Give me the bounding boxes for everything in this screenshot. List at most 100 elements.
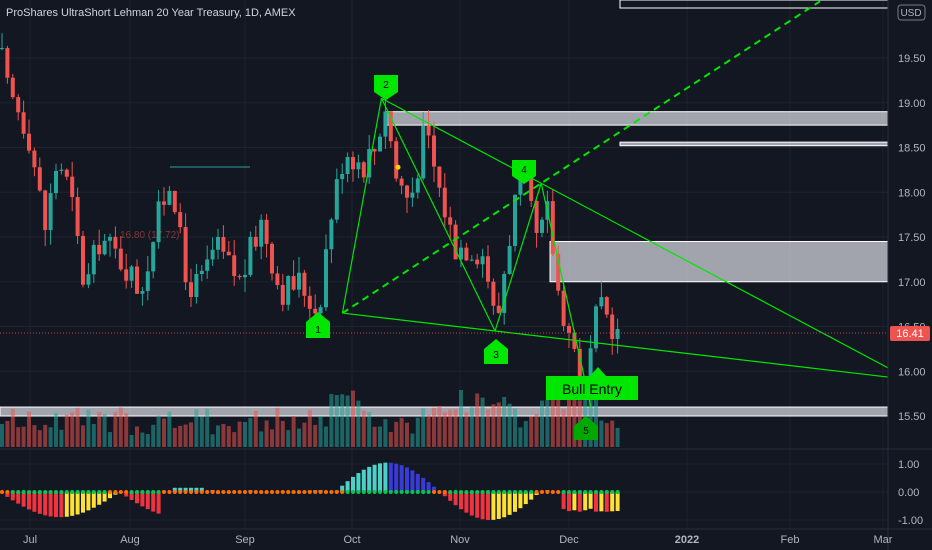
candle <box>415 174 420 199</box>
volume-bar <box>507 403 512 447</box>
osc-bar <box>151 492 156 512</box>
candle <box>113 226 118 259</box>
osc-dot <box>297 490 301 494</box>
candle <box>102 234 107 256</box>
osc-dot <box>351 490 355 494</box>
candle <box>297 256 301 298</box>
volume-bar <box>5 420 10 447</box>
osc-bar <box>507 492 512 515</box>
x-tick-label: Dec <box>559 534 579 546</box>
x-tick-label: 2022 <box>675 534 699 546</box>
osc-dot <box>432 490 436 494</box>
candle <box>556 245 561 296</box>
osc-dot <box>226 490 231 494</box>
osc-bar <box>70 492 75 516</box>
volume-bar <box>383 419 388 447</box>
candle <box>513 194 517 252</box>
candle <box>248 231 253 278</box>
osc-bar <box>361 469 366 492</box>
wave-pattern <box>341 0 889 408</box>
osc-dot <box>243 490 247 494</box>
volume-bar <box>394 421 399 447</box>
osc-dot <box>221 490 226 494</box>
osc-bar <box>561 492 566 510</box>
time-axis[interactable]: Jul Aug Sep Oct Nov Dec 2022 Feb Mar <box>23 534 893 546</box>
osc-bar <box>453 492 458 506</box>
osc-bar <box>399 465 404 492</box>
osc-bar <box>340 485 345 492</box>
candle <box>264 213 269 258</box>
candle <box>361 160 366 183</box>
wave-leg <box>540 183 592 408</box>
y-tick-label: 17.00 <box>898 277 926 289</box>
volume-bar <box>583 383 588 447</box>
osc-dot <box>167 490 172 494</box>
osc-dot <box>496 490 501 494</box>
osc-dot <box>205 490 210 494</box>
candle <box>253 225 258 251</box>
candle <box>70 161 75 212</box>
osc-dot <box>151 490 156 494</box>
volume-bar <box>550 389 555 447</box>
y-tick-label: 16.00 <box>898 366 926 378</box>
osc-bar <box>426 482 431 492</box>
osc-bar <box>594 492 598 512</box>
volume-bar <box>167 411 172 447</box>
osc-dot <box>86 490 91 494</box>
candle <box>334 168 339 224</box>
osc-dot <box>615 490 620 494</box>
volume-bar <box>32 425 37 447</box>
volume-bar <box>162 418 166 447</box>
osc-dot <box>459 490 463 494</box>
osc-bar <box>356 473 361 492</box>
volume-bar <box>388 432 393 447</box>
x-tick-label: Mar <box>874 534 893 546</box>
osc-dot <box>475 490 480 494</box>
x-tick-label: Jul <box>23 534 37 546</box>
osc-dot <box>329 490 334 494</box>
wave-leg <box>341 98 383 314</box>
candle <box>318 304 323 315</box>
osc-dot <box>302 490 307 494</box>
candle <box>340 163 345 194</box>
price-axis[interactable]: 19.5019.0018.5018.0017.5017.0016.5016.00… <box>898 53 926 423</box>
osc-bar <box>588 492 593 509</box>
candle <box>81 230 85 288</box>
osc-dot <box>280 490 285 494</box>
osc-dot <box>550 490 555 494</box>
currency-badge[interactable] <box>897 4 926 21</box>
osc-tick-label: 1.00 <box>898 459 919 471</box>
osc-bar <box>91 492 96 508</box>
candle <box>162 187 166 216</box>
osc-dot <box>10 490 15 494</box>
osc-dot <box>410 490 415 494</box>
candle <box>135 259 139 295</box>
candle <box>329 217 334 264</box>
candle <box>448 206 453 241</box>
osc-dot <box>394 490 399 494</box>
candle <box>118 236 123 272</box>
volume-bar <box>10 408 15 447</box>
osc-dot <box>415 490 420 494</box>
candle <box>550 189 555 256</box>
volume-bar <box>16 427 21 447</box>
candle <box>599 281 604 310</box>
volume-bar <box>297 428 301 447</box>
x-tick-label: Feb <box>781 534 800 546</box>
candle <box>27 119 31 154</box>
osc-dot <box>324 490 328 494</box>
osc-bar <box>135 492 139 504</box>
volume-bar <box>210 434 215 447</box>
volume-bar <box>0 423 4 447</box>
candle <box>54 163 58 200</box>
osc-bar <box>583 492 588 511</box>
osc-bar <box>10 492 15 501</box>
osc-dot <box>43 490 48 494</box>
volume-bar <box>367 412 372 447</box>
volume-bar <box>156 415 161 447</box>
volume-bar <box>178 425 183 447</box>
osc-dot <box>442 490 447 494</box>
osc-dot <box>210 490 215 494</box>
volume-bar <box>556 393 561 447</box>
